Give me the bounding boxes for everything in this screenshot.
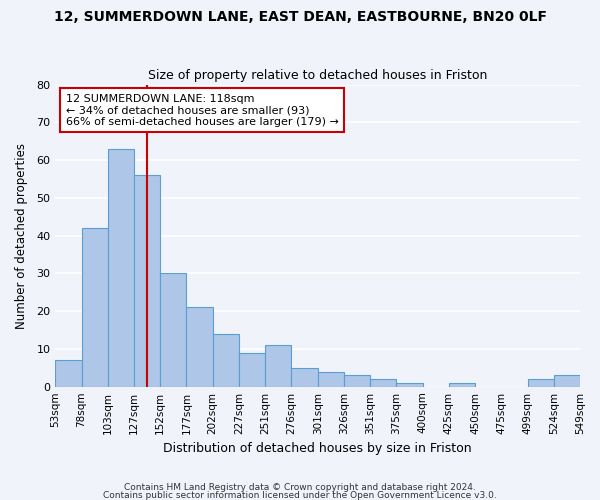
Bar [292,368,317,386]
Text: Contains HM Land Registry data © Crown copyright and database right 2024.: Contains HM Land Registry data © Crown c… [124,483,476,492]
Bar [108,149,134,386]
Bar [82,228,108,386]
Text: Contains public sector information licensed under the Open Government Licence v3: Contains public sector information licen… [103,490,497,500]
Bar [527,379,554,386]
Bar [449,383,475,386]
Bar [265,345,292,387]
Text: 12 SUMMERDOWN LANE: 118sqm
← 34% of detached houses are smaller (93)
66% of semi: 12 SUMMERDOWN LANE: 118sqm ← 34% of deta… [66,94,338,127]
Bar [213,334,239,386]
Title: Size of property relative to detached houses in Friston: Size of property relative to detached ho… [148,69,487,82]
Bar [160,274,187,386]
Text: 12, SUMMERDOWN LANE, EAST DEAN, EASTBOURNE, BN20 0LF: 12, SUMMERDOWN LANE, EAST DEAN, EASTBOUR… [53,10,547,24]
Bar [134,175,160,386]
Bar [344,376,370,386]
Bar [317,372,344,386]
Bar [239,352,265,386]
X-axis label: Distribution of detached houses by size in Friston: Distribution of detached houses by size … [163,442,472,455]
Bar [397,383,422,386]
Bar [554,376,580,386]
Bar [370,379,397,386]
Bar [187,308,213,386]
Bar [55,360,82,386]
Y-axis label: Number of detached properties: Number of detached properties [15,142,28,328]
